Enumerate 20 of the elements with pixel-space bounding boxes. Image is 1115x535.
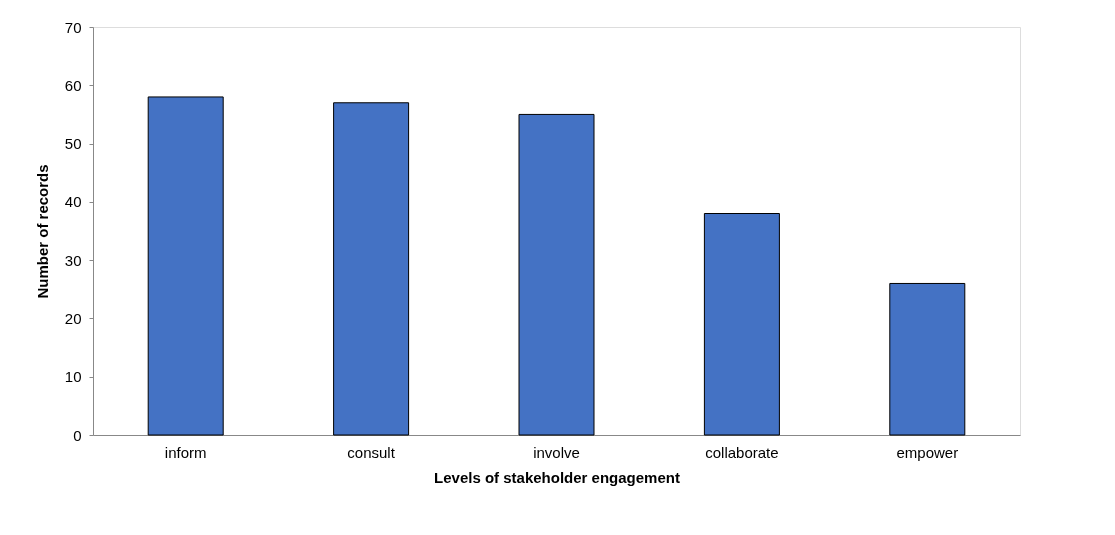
y-tick-label: 70 [64, 18, 82, 36]
bar [889, 282, 966, 436]
y-tick-label: 0 [73, 426, 82, 444]
y-tick-label: 40 [64, 193, 82, 211]
x-tick-label: inform [164, 443, 207, 461]
bar [703, 213, 780, 436]
y-tick-label: 20 [64, 309, 82, 327]
y-axis-title: Number of records [33, 164, 51, 299]
bar [518, 113, 595, 436]
x-tick-label: collaborate [705, 443, 779, 461]
bar [147, 96, 224, 436]
x-tick-label: empower [896, 443, 959, 461]
y-tick-label: 60 [64, 76, 82, 94]
x-axis-title: Levels of stakeholder engagement [434, 468, 680, 486]
bar [333, 102, 410, 436]
y-tick-label: 30 [64, 251, 82, 269]
x-tick-label: involve [533, 443, 580, 461]
x-tick-label: consult [347, 443, 396, 461]
y-tick-label: 10 [64, 368, 82, 386]
y-tick-label: 50 [64, 135, 82, 153]
